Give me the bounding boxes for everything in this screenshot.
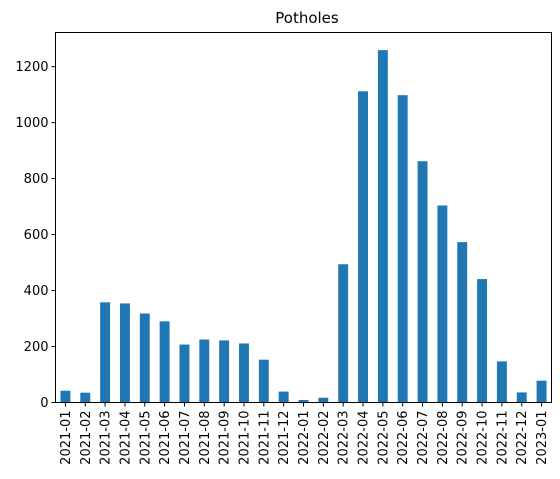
bar-2021-03 [100,302,111,403]
x-tick-label: 2021-08 [198,411,213,465]
bar-2022-01 [298,399,309,403]
bar-2021-07 [179,344,190,403]
bar-2021-04 [119,303,130,403]
x-tick-label: 2022-08 [436,411,451,465]
x-tick-label: 2023-01 [535,411,550,465]
x-tick-label: 2021-07 [178,411,193,465]
x-tick-label: 2022-07 [416,411,431,465]
x-tick-label: 2021-09 [218,411,233,465]
x-tick-label: 2022-05 [376,411,391,465]
x-tick-label: 2022-09 [456,411,471,465]
x-tick-label: 2022-12 [515,411,530,465]
bar-2021-08 [199,339,210,403]
x-tick-label: 2022-02 [317,411,332,465]
x-tick-label: 2021-10 [237,411,252,465]
bar-2021-09 [219,340,230,403]
bar-2022-07 [417,161,428,403]
bar-2021-06 [159,321,170,403]
y-tick-label: 600 [24,228,49,243]
y-tick-label: 1000 [15,116,48,131]
x-tick-label: 2022-04 [357,411,372,465]
bar-2022-10 [477,279,488,403]
bar-2022-11 [496,361,507,403]
y-tick-label: 200 [24,340,49,355]
x-tick-label: 2021-01 [59,411,74,465]
bar-2022-05 [377,50,388,403]
x-tick-label: 2021-03 [99,411,114,465]
chart-title: Potholes [275,9,339,27]
x-tick-label: 2022-06 [396,411,411,465]
bar-2023-01 [536,380,547,403]
x-tick-label: 2022-01 [297,411,312,465]
y-tick-label: 800 [24,172,49,187]
bar-2022-02 [318,397,329,403]
x-tick-label: 2022-03 [337,411,352,465]
bar-2021-12 [278,391,289,403]
bar-2022-09 [457,242,468,403]
bar-2022-04 [358,91,368,403]
bar-2021-05 [139,313,150,403]
x-tick-label: 2021-11 [257,411,272,465]
x-tick-label: 2021-06 [158,411,173,465]
bar-2022-03 [338,264,349,403]
bar-2022-06 [397,95,408,403]
x-tick-label: 2021-02 [79,411,94,465]
y-tick-label: 1200 [15,60,48,75]
bar-2021-11 [258,359,269,403]
plot-frame [55,32,552,403]
bars-group [60,50,547,403]
bar-2022-08 [437,205,448,403]
x-tick-label: 2022-10 [476,411,491,465]
bar-2021-02 [80,392,91,403]
y-tick-label: 400 [24,284,49,299]
x-tick-label: 2022-11 [495,411,510,465]
bar-2022-12 [516,392,527,403]
x-tick-label: 2021-12 [277,411,292,465]
x-tick-label: 2021-04 [118,411,133,465]
bar-2021-01 [60,390,71,403]
y-axis: 0 200 400 600 800 1000 1200 [15,60,56,411]
x-axis: 2021-01 2021-02 2021-03 2021-04 2021-05 2021-… [59,402,550,465]
x-tick-label: 2021-05 [138,411,153,465]
y-tick-label: 0 [40,396,48,411]
bar-2021-10 [239,343,249,403]
